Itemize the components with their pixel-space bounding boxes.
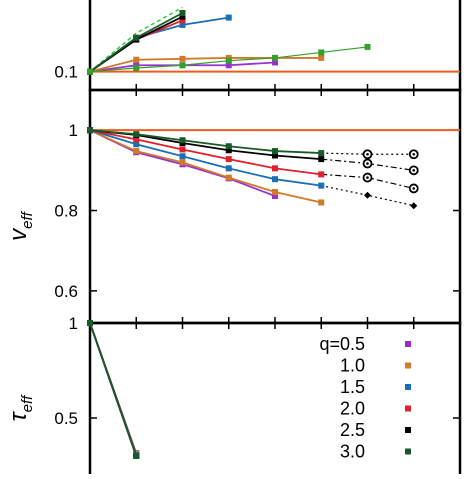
series-point-green-thin: [179, 62, 186, 69]
y-tick-label: 1: [69, 121, 78, 140]
series-point-q1.5: [318, 182, 325, 189]
series-point-q1.5: [272, 176, 278, 183]
series-point-q1.0: [272, 189, 278, 196]
legend-marker: [405, 448, 411, 455]
legend-label: 1.0: [340, 356, 365, 376]
y-tick-label: 0.6: [54, 282, 78, 301]
legend-marker: [405, 405, 411, 412]
extrapolation-marker-dot: [412, 169, 416, 172]
legend-label: 3.0: [340, 442, 365, 462]
series-point-q0.5: [272, 193, 278, 200]
panel-middle: 0.6 0.8 1 veff: [5, 88, 462, 325]
series-point-q3.0: [133, 34, 140, 41]
series-point-q2.0: [179, 17, 186, 24]
series-line-q1.5: [89, 129, 322, 187]
series-point-q2.0: [179, 146, 186, 153]
y-tick-label: 0.5: [54, 409, 78, 428]
series-point-green-thin: [133, 65, 140, 71]
series-point-q3.0: [87, 127, 93, 134]
series-point-q0.5: [225, 62, 232, 69]
series-point-q2.0: [225, 156, 232, 163]
extrapolation-marker-dot: [412, 152, 416, 156]
series-point-q1.5: [133, 141, 140, 148]
series-line-q2.0: [89, 129, 322, 176]
panel-frame: [88, 88, 462, 325]
series-point-q1.0: [318, 199, 325, 206]
series-point-q3.0: [133, 131, 140, 138]
legend: q=0.51.01.52.02.53.0: [319, 334, 411, 462]
panel-frame: [88, 0, 462, 92]
series-point-q2.5: [318, 156, 325, 163]
extrapolation-marker: [410, 202, 418, 210]
y-tick-label: 1: [69, 314, 78, 333]
legend-marker: [405, 341, 411, 347]
series-point-q1.5: [179, 153, 186, 160]
series-point-q0.5: [272, 59, 278, 66]
y-axis-label: τeff: [5, 394, 36, 421]
series-point-q1.0: [179, 159, 186, 166]
series-point-green-thin: [318, 49, 325, 56]
series-point-q1.0: [133, 148, 140, 155]
series-point-q3.0: [133, 453, 140, 459]
series-point-q3.0: [179, 10, 186, 16]
series-point-q1.0: [133, 56, 140, 63]
series-point-q1.0: [179, 55, 186, 62]
series-point-green-thin: [87, 68, 93, 75]
series-point-q3.0: [87, 320, 93, 326]
legend-marker: [405, 384, 411, 390]
legend-label: q=0.5: [319, 334, 365, 354]
series-point-green-thin: [364, 43, 371, 50]
series-point-q2.0: [133, 136, 140, 143]
series-point-q3.0: [225, 143, 232, 150]
series-point-q2.5: [225, 147, 232, 154]
series-line-q1.0: [89, 129, 322, 204]
panel-top: 0.1: [54, 0, 462, 92]
extrapolation-marker-dot: [366, 152, 369, 156]
extrapolation-line: [321, 185, 414, 207]
series-point-q1.5: [179, 21, 186, 28]
panel-bottom: 0.5 1 τeff q=0.51.01.52.02.53.0: [5, 314, 462, 479]
series-point-q1.5: [225, 14, 232, 21]
y-axis-label: veff: [5, 210, 36, 241]
series-point-q2.0: [272, 165, 278, 172]
legend-label: 2.0: [340, 399, 365, 419]
y-tick-label: 0.1: [54, 63, 78, 82]
series-line-q3.0: [89, 129, 322, 154]
extrapolation-marker-dot: [366, 176, 369, 179]
series-line-q3.0: [89, 322, 138, 457]
series-point-q1.5: [225, 165, 232, 172]
extrapolation-marker-dot: [412, 187, 416, 190]
series-point-green-thin: [272, 54, 278, 61]
series-point-q1.0: [318, 54, 325, 61]
series-point-q1.0: [225, 174, 232, 181]
extrapolation-marker: [364, 191, 371, 199]
legend-marker: [405, 427, 411, 433]
series-line-q1.0: [89, 57, 322, 73]
extrapolation-marker-dot: [366, 162, 369, 165]
legend-label: 2.5: [340, 420, 365, 440]
panel-frame: [88, 321, 462, 479]
series-point-q3.0: [318, 150, 325, 157]
series-point-q3.0: [272, 148, 278, 155]
series-point-q3.0: [179, 137, 186, 144]
series-point-q2.5: [179, 13, 186, 20]
series-point-q2.5: [272, 152, 278, 159]
y-tick-label: 0.8: [54, 202, 78, 221]
legend-marker: [405, 362, 411, 369]
series-point-q2.0: [318, 171, 325, 178]
legend-label: 1.5: [340, 377, 365, 397]
series-point-green-thin: [225, 57, 232, 64]
